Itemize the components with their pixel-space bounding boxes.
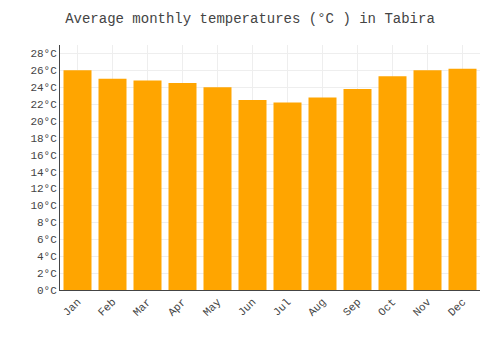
svg-text:6°C: 6°C [37,234,57,246]
svg-text:16°C: 16°C [30,150,57,162]
svg-text:Oct: Oct [376,296,398,318]
svg-text:Sep: Sep [341,296,363,318]
svg-text:4°C: 4°C [37,251,57,263]
svg-text:Jan: Jan [61,296,83,318]
svg-text:22°C: 22°C [30,99,57,111]
svg-text:12°C: 12°C [30,183,57,195]
svg-text:Jun: Jun [236,296,258,318]
svg-text:14°C: 14°C [30,167,57,179]
svg-text:18°C: 18°C [30,133,57,145]
svg-text:24°C: 24°C [30,82,57,94]
svg-text:Dec: Dec [446,296,468,318]
svg-text:Jul: Jul [271,296,293,318]
svg-text:Apr: Apr [166,296,188,318]
svg-text:10°C: 10°C [30,200,57,212]
svg-text:26°C: 26°C [30,65,57,77]
svg-text:0°C: 0°C [37,285,57,297]
svg-text:Aug: Aug [306,296,328,318]
svg-text:Average monthly temperatures (: Average monthly temperatures (°C ) in Ta… [65,11,435,27]
svg-text:Feb: Feb [96,296,118,318]
svg-text:Mar: Mar [131,296,153,318]
svg-text:2°C: 2°C [37,268,57,280]
svg-text:May: May [201,296,224,319]
svg-text:8°C: 8°C [37,217,57,229]
svg-text:28°C: 28°C [30,48,57,60]
svg-text:Nov: Nov [411,296,434,319]
svg-text:20°C: 20°C [30,116,57,128]
